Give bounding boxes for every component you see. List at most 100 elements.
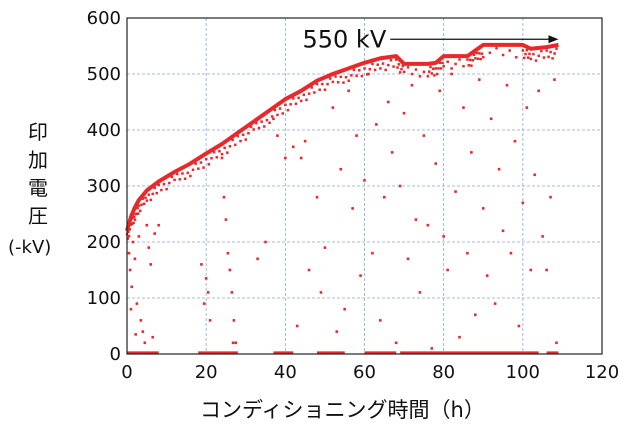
data-point — [299, 156, 303, 160]
data-point — [299, 99, 303, 103]
data-point — [289, 103, 292, 106]
data-point — [474, 57, 477, 60]
data-point — [384, 68, 387, 72]
data-point — [427, 70, 431, 73]
data-point — [239, 139, 242, 143]
data-point — [426, 223, 430, 227]
data-point — [212, 150, 216, 154]
data-point — [232, 319, 236, 322]
data-point — [418, 75, 422, 78]
data-series — [125, 42, 559, 355]
data-point — [247, 131, 250, 135]
data-point — [336, 81, 340, 84]
data-point — [481, 207, 485, 210]
data-point — [521, 201, 525, 205]
data-point — [127, 230, 130, 234]
data-point — [398, 184, 402, 188]
data-point — [147, 193, 151, 196]
y-tick-label: 100 — [87, 288, 121, 309]
data-point — [382, 195, 386, 199]
data-point — [133, 215, 136, 219]
data-point — [471, 58, 474, 62]
data-point — [352, 68, 356, 72]
data-point — [183, 177, 187, 181]
data-point — [430, 347, 434, 350]
data-point — [153, 232, 157, 235]
data-point — [489, 117, 493, 121]
data-point — [549, 195, 552, 199]
data-point — [470, 64, 473, 67]
data-point — [488, 51, 492, 55]
x-tick-label: 20 — [195, 362, 218, 383]
data-point — [128, 268, 132, 272]
ylabel-unit: (-kV) — [8, 237, 52, 258]
data-point — [439, 67, 443, 70]
data-point — [442, 64, 445, 68]
data-point — [134, 212, 137, 216]
data-point — [394, 341, 398, 345]
data-point — [276, 113, 279, 117]
annotation: 550 kV — [302, 25, 559, 53]
data-point — [398, 71, 402, 74]
y-tick-label: 200 — [87, 232, 121, 253]
data-point — [141, 197, 145, 200]
data-point — [137, 212, 140, 215]
data-point — [135, 207, 138, 210]
data-point — [222, 195, 226, 199]
data-point — [256, 257, 259, 261]
data-point — [505, 83, 509, 87]
data-point — [234, 341, 238, 345]
data-point — [307, 92, 311, 95]
data-point — [534, 59, 538, 62]
data-point — [224, 218, 228, 221]
data-point — [328, 77, 332, 80]
data-point — [255, 121, 258, 125]
data-point — [454, 190, 457, 193]
data-point — [541, 235, 544, 238]
data-point — [139, 319, 143, 322]
data-point — [126, 237, 129, 240]
data-point — [555, 341, 558, 345]
data-point — [331, 106, 335, 109]
data-point — [474, 313, 477, 317]
data-point — [414, 68, 418, 71]
data-point — [189, 174, 192, 178]
data-point — [402, 111, 406, 115]
data-point — [130, 285, 134, 289]
data-point — [355, 134, 358, 137]
data-point — [273, 108, 277, 112]
data-point — [149, 263, 153, 266]
data-point — [204, 277, 208, 280]
data-point — [138, 209, 142, 213]
data-point — [479, 57, 482, 61]
data-point — [206, 291, 210, 294]
data-point — [532, 52, 535, 56]
data-point — [397, 63, 401, 66]
data-point — [350, 74, 353, 77]
data-point — [462, 64, 465, 68]
data-point — [542, 56, 546, 59]
data-point — [145, 223, 149, 227]
data-point — [371, 62, 374, 66]
data-point — [228, 268, 232, 272]
ylabel-char: 印 — [28, 120, 48, 144]
data-point — [339, 167, 343, 171]
data-point — [278, 107, 282, 110]
data-point — [136, 206, 139, 210]
data-point — [204, 157, 208, 161]
data-point — [418, 291, 422, 294]
data-point — [478, 52, 481, 55]
data-point — [276, 134, 279, 137]
data-point — [414, 218, 418, 221]
data-point — [476, 57, 480, 60]
data-point — [551, 57, 554, 60]
data-point — [553, 52, 556, 55]
data-point — [173, 178, 176, 182]
data-point — [401, 64, 405, 68]
data-point — [284, 156, 287, 160]
data-point — [462, 106, 465, 109]
data-point — [525, 106, 529, 109]
data-point — [367, 72, 370, 76]
y-tick-label: 300 — [87, 176, 121, 197]
